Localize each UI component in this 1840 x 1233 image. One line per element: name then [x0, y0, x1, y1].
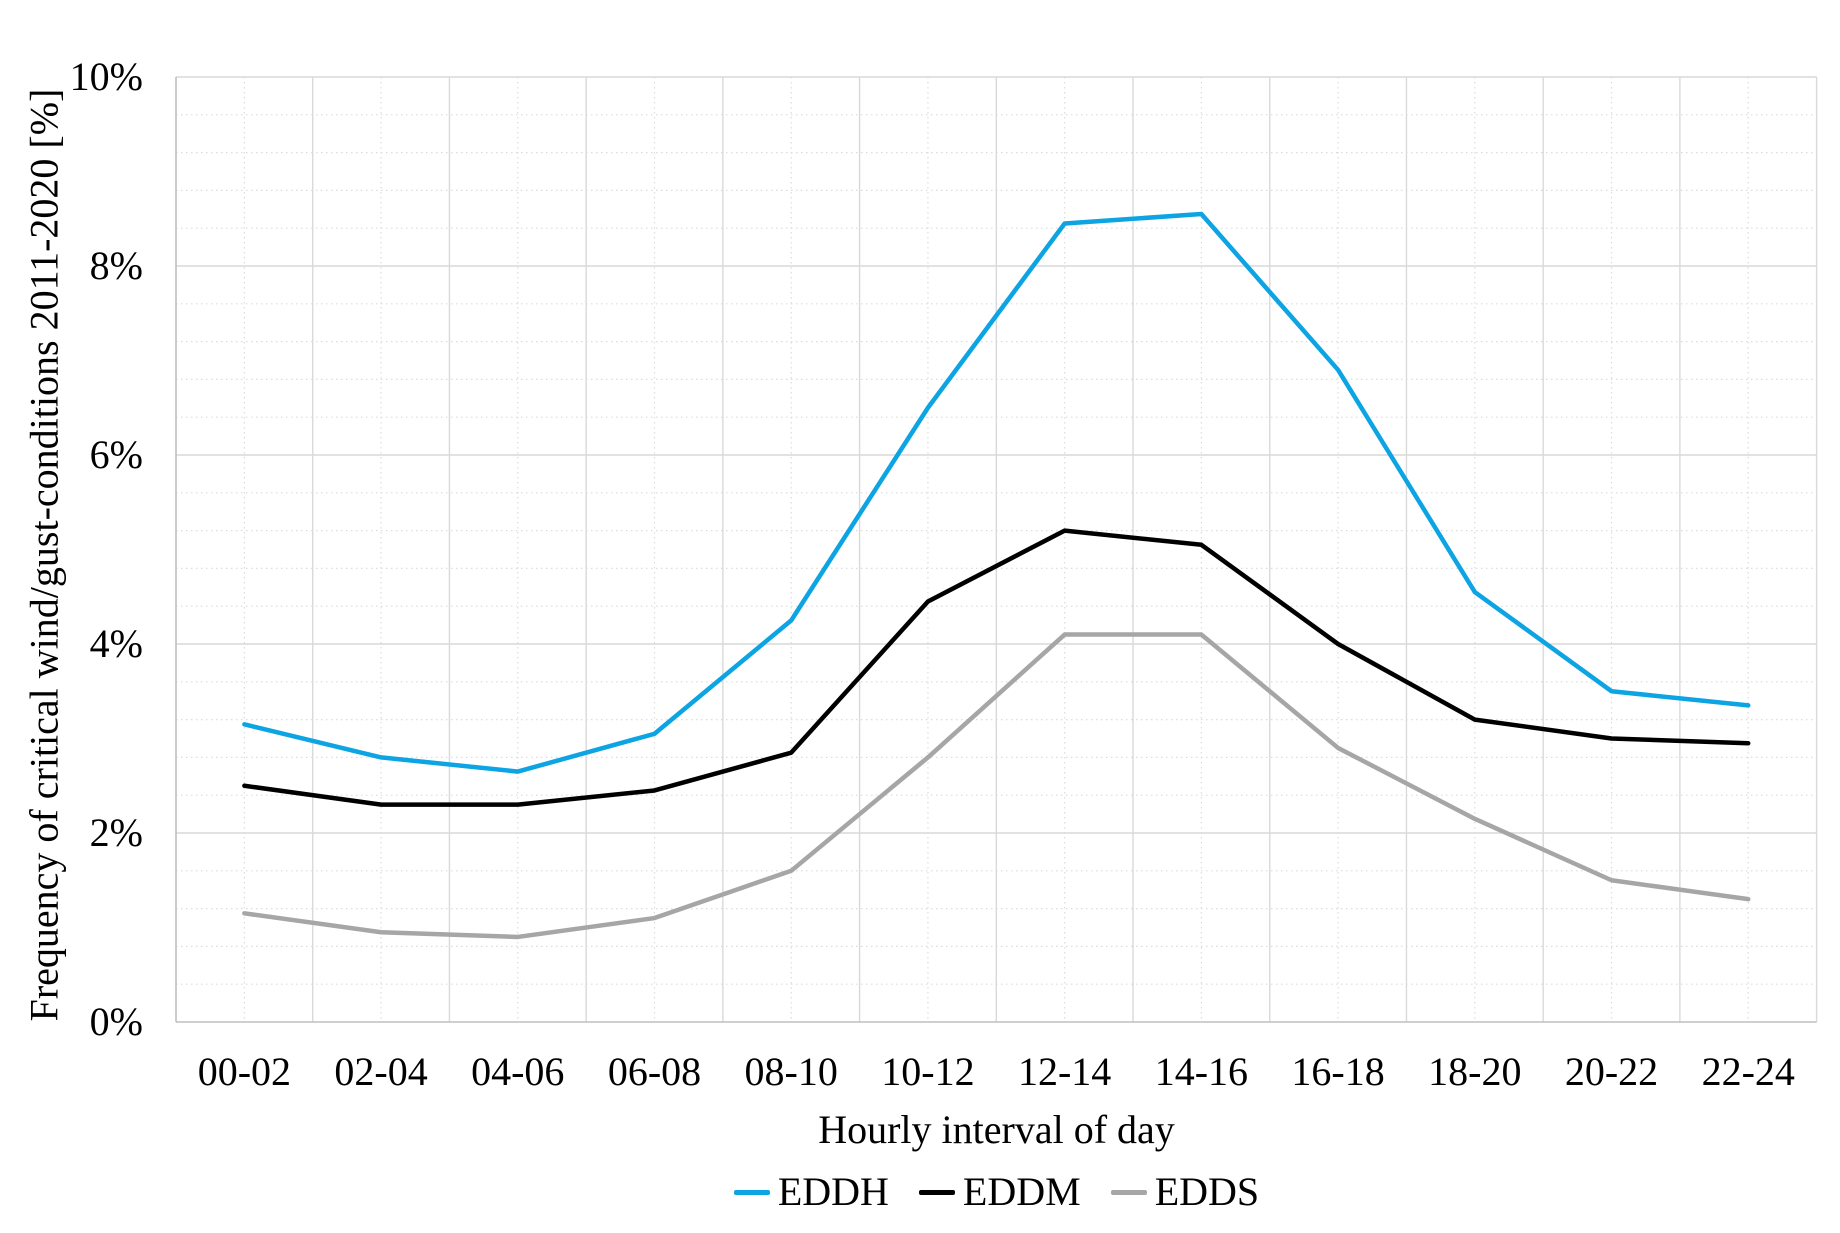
y-tick-label-2pct: 2% [89, 810, 143, 855]
data-series-lines [242, 211, 1751, 940]
legend-line-swatch-eddh [733, 1189, 770, 1195]
legend-item-eddm: EDDM [918, 1169, 1081, 1214]
legend: EDDH EDDM EDDS [176, 1170, 1817, 1214]
x-axis-title: Hourly interval of day [818, 1107, 1175, 1152]
axis-lines [175, 77, 1817, 1023]
x-tick-label-02-04: 02-04 [334, 1049, 428, 1094]
series-line-edds [242, 632, 1751, 940]
legend-label-eddm: EDDM [962, 1169, 1081, 1214]
x-tick-label-20-22: 20-22 [1564, 1049, 1659, 1094]
y-tick-label-4pct: 4% [89, 621, 143, 666]
legend-item-eddh: EDDH [733, 1169, 889, 1214]
legend-label-edds: EDDS [1154, 1169, 1260, 1214]
series-line-eddh [242, 211, 1751, 774]
series-line-eddm [242, 528, 1751, 807]
y-tick-label-6pct: 6% [89, 432, 143, 477]
x-tick-label-12-14: 12-14 [1017, 1049, 1112, 1094]
legend-line-swatch-eddm [918, 1189, 955, 1195]
x-tick-label-06-08: 06-08 [607, 1049, 702, 1094]
y-tick-label-8pct: 8% [89, 243, 143, 288]
legend-item-edds: EDDS [1110, 1169, 1260, 1214]
x-tick-label-10-12: 10-12 [881, 1049, 975, 1094]
x-tick-label-16-18: 16-18 [1291, 1049, 1385, 1094]
y-tick-label-10pct: 10% [69, 54, 143, 99]
y-axis-title: Frequency of critical wind/gust-conditio… [21, 88, 67, 1022]
x-tick-label-22-24: 22-24 [1701, 1049, 1795, 1094]
x-tick-label-04-06: 04-06 [471, 1049, 565, 1094]
major-gridlines [176, 76, 1818, 1022]
x-tick-label-14-16: 14-16 [1154, 1049, 1249, 1094]
x-tick-label-08-10: 08-10 [744, 1049, 838, 1094]
y-tick-label-0pct: 0% [89, 999, 143, 1044]
legend-line-swatch-edds [1110, 1189, 1147, 1195]
x-tick-label-18-20: 18-20 [1428, 1049, 1522, 1094]
legend-label-eddh: EDDH [777, 1169, 889, 1214]
x-tick-label-00-02: 00-02 [197, 1049, 292, 1094]
